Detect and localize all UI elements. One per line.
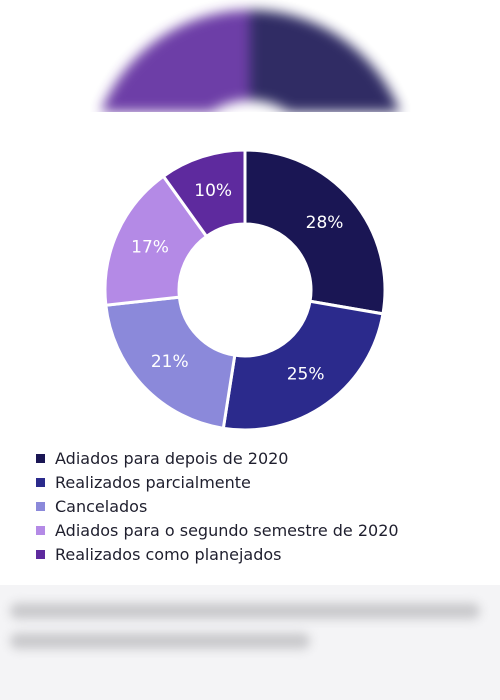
legend-item: Cancelados xyxy=(36,494,399,518)
legend-item: Realizados como planejados xyxy=(36,542,399,566)
donut-slice xyxy=(103,174,209,307)
blurred-donut-echo xyxy=(100,9,400,112)
slice-label: 21% xyxy=(151,352,189,372)
blurred-chart-background xyxy=(0,0,500,112)
donut-chart: 28% 25% 21% 17% 10% xyxy=(103,148,387,432)
donut-slice xyxy=(104,295,237,431)
legend-swatch xyxy=(36,525,45,535)
legend-swatch xyxy=(36,453,45,463)
legend-swatch xyxy=(36,477,45,487)
blurred-text-background xyxy=(0,585,500,700)
legend-item: Adiados para o segundo semestre de 2020 xyxy=(36,518,399,542)
chart-legend: Adiados para depois de 2020 Realizados pa… xyxy=(36,446,399,566)
legend-label: Adiados para o segundo semestre de 2020 xyxy=(55,520,399,540)
legend-label: Adiados para depois de 2020 xyxy=(55,448,289,468)
slice-label: 17% xyxy=(131,238,169,258)
legend-swatch xyxy=(36,501,45,511)
slice-label: 28% xyxy=(306,213,344,233)
slice-label: 25% xyxy=(287,365,325,385)
slice-label: 10% xyxy=(194,181,232,201)
donut-chart-card: 28% 25% 21% 17% 10% Adiados para depois de 2… xyxy=(0,112,500,585)
legend-label: Realizados parcialmente xyxy=(55,472,251,492)
donut-slice xyxy=(243,148,387,316)
legend-swatch xyxy=(36,549,45,559)
legend-label: Realizados como planejados xyxy=(55,544,282,564)
donut-slice xyxy=(221,299,385,432)
legend-item: Realizados parcialmente xyxy=(36,470,399,494)
donut-slice xyxy=(161,148,247,239)
legend-item: Adiados para depois de 2020 xyxy=(36,446,399,470)
legend-label: Cancelados xyxy=(55,496,148,516)
